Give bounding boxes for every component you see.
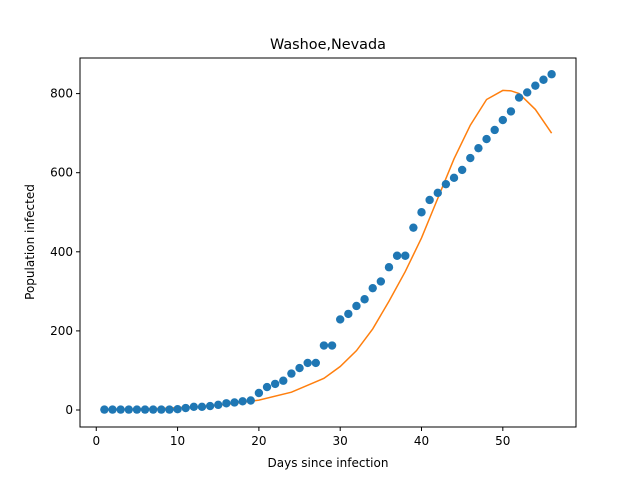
series-0-point [214, 400, 223, 410]
series-0-point [100, 405, 109, 414]
y-tick-label: 400 [50, 245, 73, 259]
series-0-point [148, 405, 158, 414]
series-0-point [246, 396, 255, 405]
series-0-point [417, 208, 426, 217]
series-0-point [490, 125, 499, 135]
series-0-point [165, 405, 174, 414]
series-0-point [506, 107, 516, 116]
series-0-point [547, 70, 556, 79]
series-0-point [360, 295, 369, 304]
x-tick-label: 20 [251, 434, 266, 448]
y-tick-label: 0 [65, 403, 73, 417]
series-0-point [498, 115, 508, 125]
x-tick-label: 10 [170, 434, 185, 448]
series-0-point [474, 143, 483, 153]
series-0-point [262, 382, 272, 392]
chart-title: Washoe,Nevada [270, 37, 386, 53]
y-tick-label: 800 [50, 87, 73, 101]
series-0-point [392, 251, 402, 260]
series-0-point [319, 341, 329, 350]
series-0-point [189, 402, 199, 412]
series-0-point [457, 165, 467, 175]
series-0-point [124, 405, 133, 414]
series-0-point [173, 405, 182, 414]
series-0-point [222, 399, 231, 408]
series-0-point [295, 363, 304, 373]
series-0-point [482, 134, 491, 144]
series-0-point [433, 188, 442, 198]
series-0-point [238, 397, 247, 406]
series-0-point [287, 369, 296, 378]
series-0-point [254, 388, 264, 398]
series-0-point [441, 179, 451, 189]
series-0-point [523, 88, 532, 97]
plot-frame [79, 57, 577, 428]
series-0-point [140, 405, 150, 414]
series-0-point [376, 277, 386, 286]
series-0-point [539, 75, 548, 84]
series-0-point [279, 376, 288, 385]
series-0-point [311, 358, 320, 368]
series-0-point [303, 358, 312, 368]
y-tick-label: 200 [50, 324, 73, 338]
series-0-point [368, 283, 377, 293]
series-0-point [514, 93, 524, 102]
series-0-point [425, 195, 434, 205]
series-0-point [116, 405, 125, 414]
y-tick-label: 600 [50, 166, 73, 180]
series-0-point [401, 251, 410, 260]
series-0-point [205, 401, 215, 411]
y-axis-label: Population infected [23, 184, 37, 300]
x-axis-label: Days since infection [268, 456, 389, 470]
series-0-point [157, 405, 166, 414]
x-tick-label: 50 [495, 434, 510, 448]
series-0-point [352, 301, 361, 311]
series-0-point [230, 398, 239, 407]
series-0-point [466, 153, 475, 163]
series-0-point [531, 81, 540, 90]
x-axis-ticks: 0 10 20 30 40 50 [92, 427, 510, 448]
series-0-point [270, 379, 280, 389]
series-0-point [197, 402, 207, 412]
series-0-point [132, 405, 142, 414]
series-0-point [327, 341, 337, 350]
series-0-point [108, 405, 117, 414]
x-tick-label: 0 [92, 434, 100, 448]
series-0-point [181, 403, 190, 413]
plot-background [80, 58, 576, 427]
x-tick-label: 30 [333, 434, 348, 448]
x-tick-label: 40 [414, 434, 429, 448]
data-layer [100, 70, 556, 414]
series-0-point [384, 263, 394, 272]
series-0-point [409, 223, 418, 232]
series-0-point [336, 315, 345, 324]
series-0-point [344, 309, 353, 319]
series-0-point [449, 173, 459, 183]
y-axis-ticks: 0 200 400 600 800 [50, 87, 80, 417]
